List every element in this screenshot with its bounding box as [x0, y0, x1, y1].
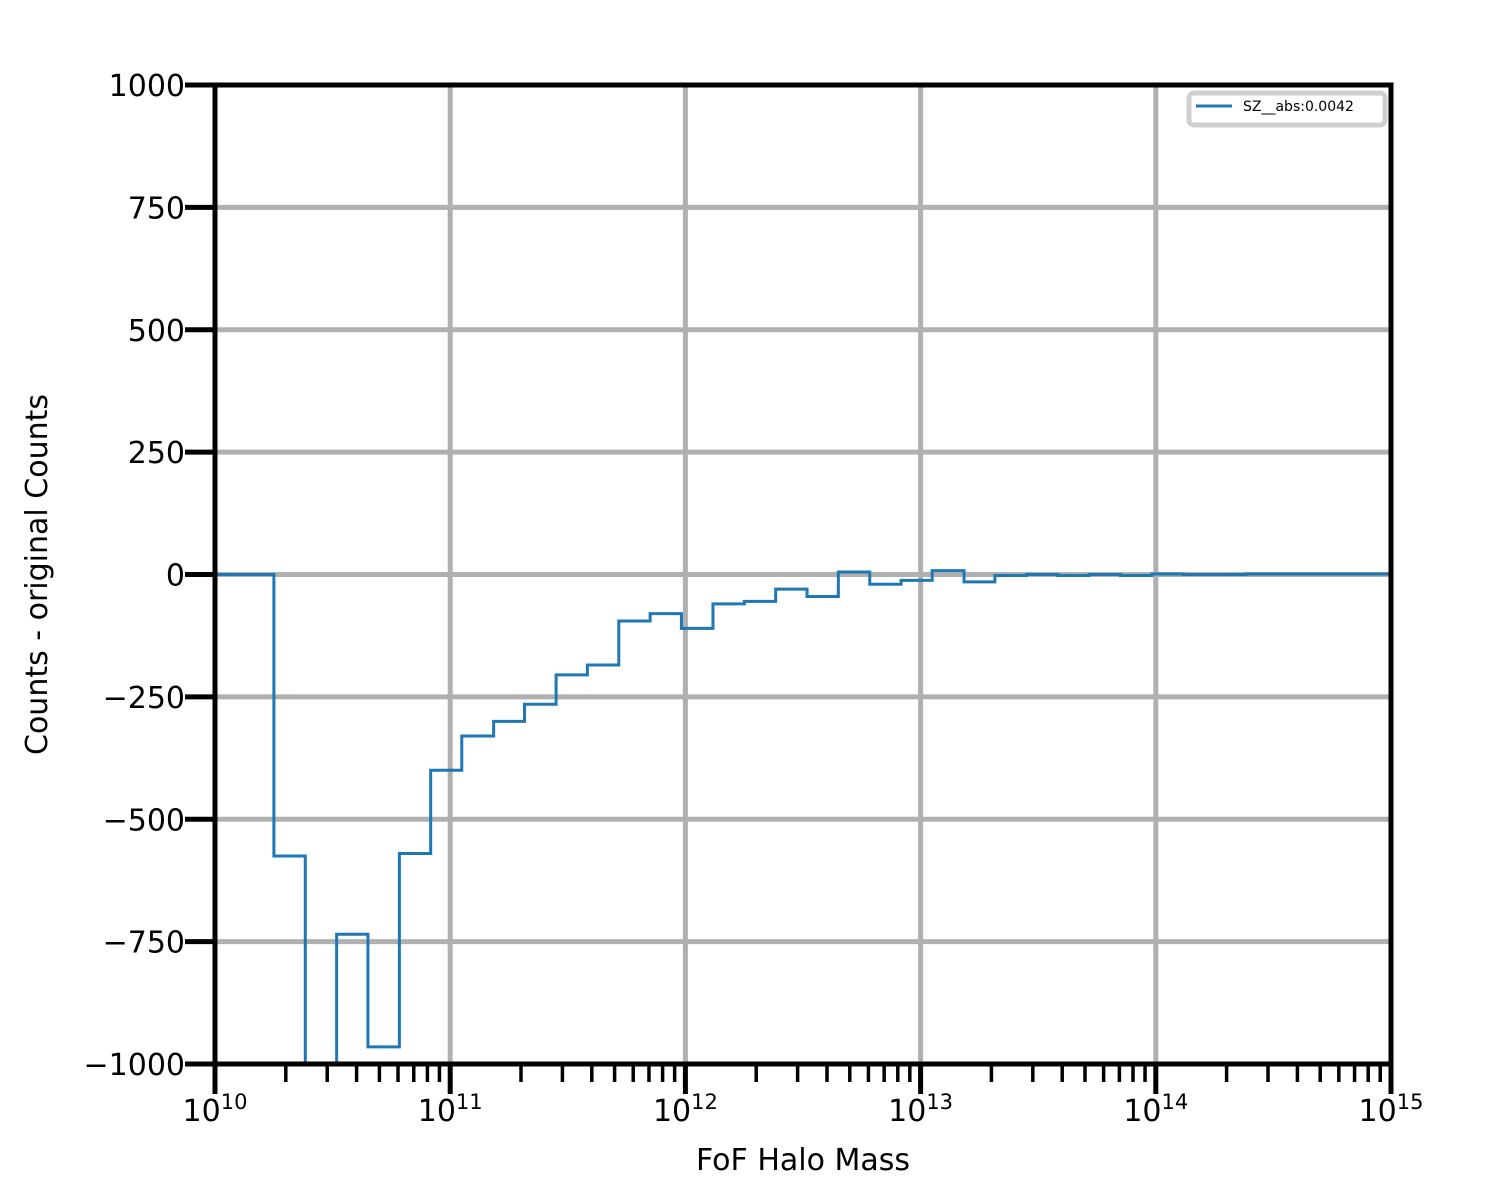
- x-tick-label: 1013: [888, 1090, 953, 1129]
- y-tick-label: 0: [166, 559, 185, 594]
- series-line: [215, 569, 1391, 1066]
- y-tick-label: −250: [103, 681, 185, 716]
- y-tick-label: −500: [103, 803, 185, 838]
- ticks: 1000 750 500 250 0 −250 −500 −750 −1000 1010 1011 1…: [84, 69, 1424, 1129]
- x-tick-label: 1011: [418, 1090, 483, 1129]
- series-layer: [215, 569, 1391, 1066]
- y-tick-label: 1000: [109, 69, 185, 104]
- x-axis-label: FoF Halo Mass: [696, 1143, 910, 1178]
- grid: [215, 85, 1391, 1064]
- x-tick-label: 1012: [653, 1090, 718, 1129]
- x-tick-label: 1014: [1123, 1090, 1188, 1129]
- x-tick-label: 1015: [1359, 1090, 1424, 1129]
- x-tick-label: 1010: [183, 1090, 248, 1129]
- legend: SZ__abs:0.0042: [1186, 90, 1388, 128]
- legend-box: [1186, 90, 1388, 128]
- legend-label: SZ__abs:0.0042: [1243, 99, 1354, 115]
- y-tick-label: −1000: [84, 1048, 185, 1083]
- y-tick-label: 500: [128, 314, 185, 349]
- y-tick-label: 750: [128, 191, 185, 226]
- y-tick-label: 250: [128, 436, 185, 471]
- y-tick-label: −750: [103, 926, 185, 961]
- y-axis-label: Counts - original Counts: [20, 394, 55, 755]
